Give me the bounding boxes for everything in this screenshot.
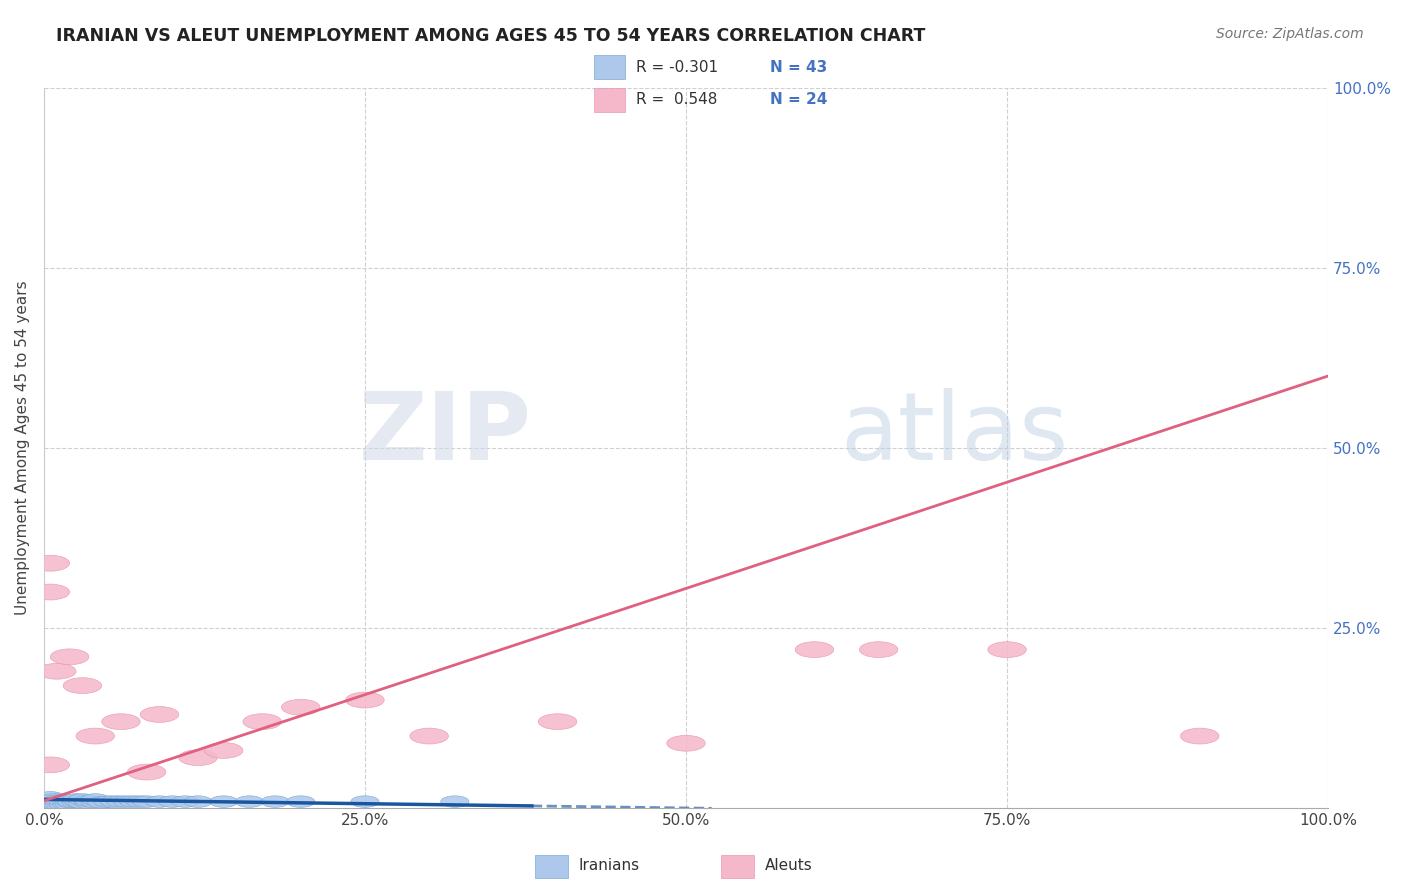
Ellipse shape: [75, 797, 103, 809]
Ellipse shape: [49, 795, 77, 806]
Ellipse shape: [1181, 728, 1219, 744]
Ellipse shape: [107, 796, 135, 807]
Text: N = 43: N = 43: [770, 60, 827, 75]
Ellipse shape: [66, 797, 94, 808]
Ellipse shape: [235, 796, 263, 807]
Ellipse shape: [796, 641, 834, 657]
Ellipse shape: [45, 798, 73, 810]
Text: atlas: atlas: [841, 388, 1069, 480]
Ellipse shape: [141, 706, 179, 723]
Ellipse shape: [75, 795, 103, 806]
Ellipse shape: [172, 796, 200, 807]
Ellipse shape: [55, 795, 84, 806]
Ellipse shape: [440, 796, 470, 807]
Text: Aleuts: Aleuts: [765, 858, 813, 872]
Ellipse shape: [45, 795, 73, 806]
Ellipse shape: [411, 728, 449, 744]
Ellipse shape: [666, 735, 706, 751]
Ellipse shape: [132, 796, 160, 807]
Ellipse shape: [87, 797, 115, 808]
Ellipse shape: [53, 798, 82, 810]
Ellipse shape: [120, 796, 148, 807]
Ellipse shape: [204, 742, 243, 758]
Ellipse shape: [352, 796, 380, 807]
Ellipse shape: [82, 794, 110, 805]
Ellipse shape: [31, 556, 69, 571]
Ellipse shape: [114, 796, 142, 807]
Ellipse shape: [31, 584, 69, 600]
Bar: [534, 855, 568, 878]
Ellipse shape: [42, 795, 70, 806]
Ellipse shape: [55, 798, 84, 810]
Ellipse shape: [101, 714, 141, 730]
Ellipse shape: [39, 798, 69, 810]
Ellipse shape: [209, 796, 238, 807]
Ellipse shape: [100, 796, 129, 807]
Ellipse shape: [262, 796, 290, 807]
Ellipse shape: [37, 798, 65, 810]
Ellipse shape: [243, 714, 281, 730]
Ellipse shape: [69, 794, 97, 805]
Ellipse shape: [31, 757, 69, 772]
Ellipse shape: [76, 728, 114, 744]
Text: Source: ZipAtlas.com: Source: ZipAtlas.com: [1216, 27, 1364, 41]
Ellipse shape: [184, 796, 212, 807]
Ellipse shape: [128, 764, 166, 780]
Ellipse shape: [38, 664, 76, 679]
Ellipse shape: [346, 692, 384, 708]
Ellipse shape: [94, 796, 122, 807]
Ellipse shape: [62, 797, 90, 808]
Ellipse shape: [179, 750, 218, 765]
Text: R = -0.301: R = -0.301: [636, 60, 717, 75]
Ellipse shape: [127, 796, 155, 807]
Ellipse shape: [287, 796, 315, 807]
Bar: [721, 855, 754, 878]
Text: R =  0.548: R = 0.548: [636, 93, 717, 107]
Ellipse shape: [53, 795, 82, 806]
Text: N = 24: N = 24: [770, 93, 827, 107]
Ellipse shape: [42, 798, 70, 810]
Ellipse shape: [538, 714, 576, 730]
Y-axis label: Unemployment Among Ages 45 to 54 years: Unemployment Among Ages 45 to 54 years: [15, 281, 30, 615]
Ellipse shape: [159, 796, 187, 807]
Text: IRANIAN VS ALEUT UNEMPLOYMENT AMONG AGES 45 TO 54 YEARS CORRELATION CHART: IRANIAN VS ALEUT UNEMPLOYMENT AMONG AGES…: [56, 27, 925, 45]
Ellipse shape: [39, 794, 69, 805]
Ellipse shape: [49, 798, 77, 810]
Ellipse shape: [62, 794, 90, 805]
Text: Iranians: Iranians: [579, 858, 640, 872]
Bar: [595, 88, 624, 112]
Ellipse shape: [69, 797, 97, 809]
Bar: [595, 55, 624, 78]
Ellipse shape: [58, 797, 86, 808]
Ellipse shape: [63, 678, 101, 694]
Ellipse shape: [988, 641, 1026, 657]
Ellipse shape: [859, 641, 898, 657]
Ellipse shape: [37, 791, 65, 803]
Ellipse shape: [37, 795, 65, 806]
Ellipse shape: [82, 797, 110, 808]
Ellipse shape: [51, 648, 89, 665]
Text: ZIP: ZIP: [359, 388, 531, 480]
Ellipse shape: [145, 796, 173, 807]
Ellipse shape: [281, 699, 321, 715]
